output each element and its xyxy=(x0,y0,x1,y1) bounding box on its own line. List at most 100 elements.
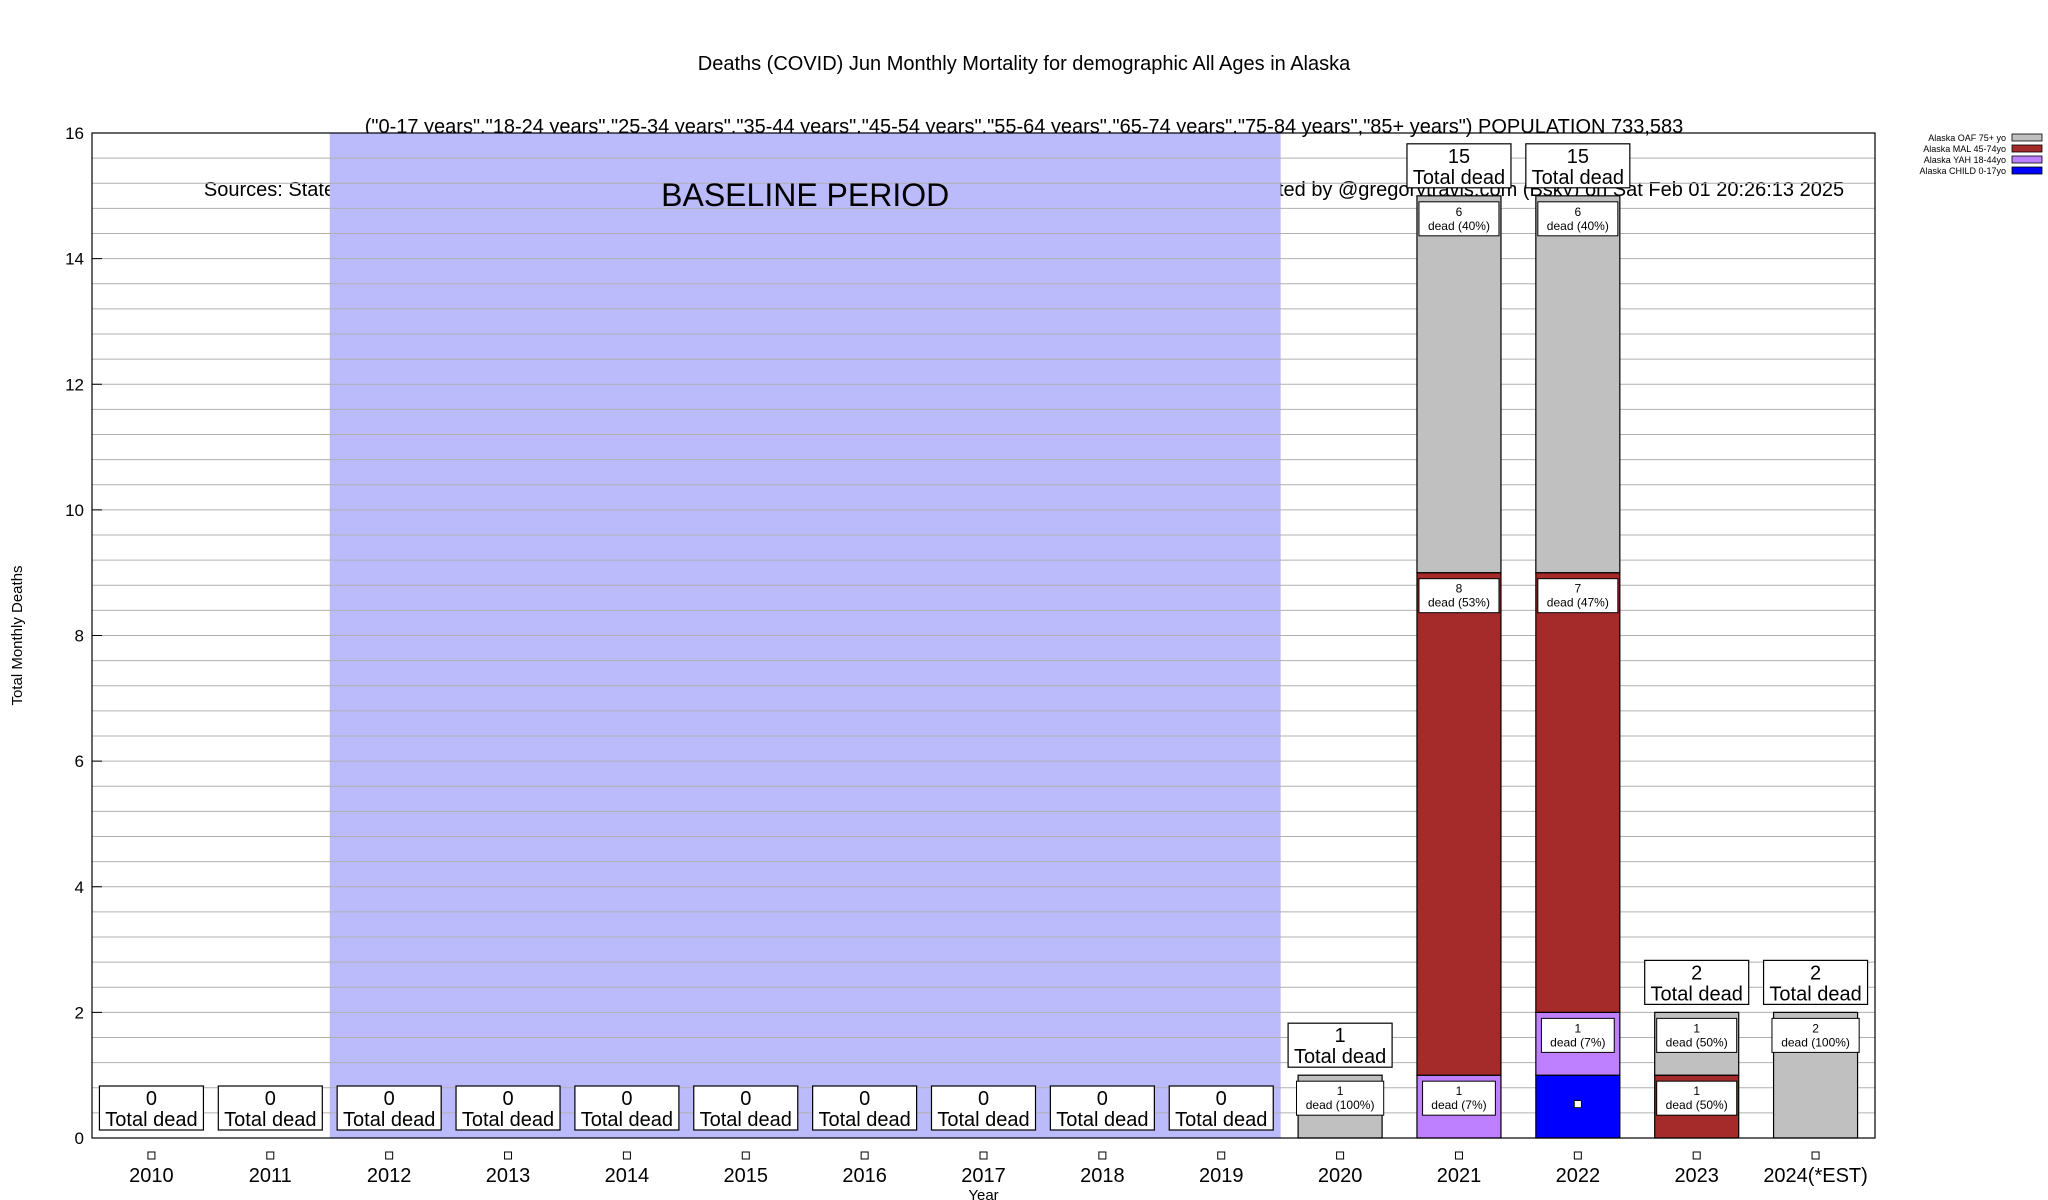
bar-segment xyxy=(1416,195,1502,574)
y-tick-label: 10 xyxy=(65,501,84,520)
y-tick-label: 4 xyxy=(75,878,84,897)
segment-label-count: 6 xyxy=(1574,205,1581,219)
total-label-count: 0 xyxy=(265,1088,276,1110)
total-label-box xyxy=(1049,1085,1155,1131)
segment-label-count: 1 xyxy=(1693,1084,1700,1098)
x-tick-marker xyxy=(504,1151,513,1160)
x-tick-label: 2012 xyxy=(367,1165,412,1187)
total-label-text: Total dead xyxy=(105,1109,197,1131)
x-tick-marker xyxy=(385,1151,394,1160)
x-tick-label: 2023 xyxy=(1674,1165,1719,1187)
segment-label-count: 7 xyxy=(1574,582,1581,596)
segment-label-percent: dead (7%) xyxy=(1550,1035,1605,1049)
total-label-count: 1 xyxy=(1335,1025,1346,1047)
total-label-count: 2 xyxy=(1810,962,1821,984)
y-tick-label: 6 xyxy=(75,752,84,771)
total-label-box xyxy=(693,1085,799,1131)
total-label-text: Total dead xyxy=(700,1109,792,1131)
segment-label-box xyxy=(1418,201,1500,237)
segment-label-box xyxy=(1422,1080,1496,1116)
x-tick-marker xyxy=(1454,1151,1463,1160)
x-tick-label: 2019 xyxy=(1199,1165,1244,1187)
x-tick-label: 2017 xyxy=(961,1165,1006,1187)
x-tick-label: 2021 xyxy=(1437,1165,1482,1187)
segment-label-box xyxy=(1771,1017,1860,1053)
segment-label-box xyxy=(1656,1080,1738,1116)
total-label-text: Total dead xyxy=(462,1109,554,1131)
segment-label-percent: dead (50%) xyxy=(1666,1035,1728,1049)
x-tick-marker xyxy=(1217,1151,1226,1160)
x-tick-label: 2013 xyxy=(486,1165,531,1187)
x-tick-marker xyxy=(147,1151,156,1160)
segment-label-box xyxy=(1537,578,1619,614)
segment-label-percent: dead (47%) xyxy=(1547,596,1609,610)
y-tick-label: 14 xyxy=(65,250,84,269)
total-label-count: 15 xyxy=(1448,146,1470,168)
plot-frame xyxy=(91,132,1876,1139)
y-tick-label: 2 xyxy=(75,1003,84,1022)
total-label-count: 2 xyxy=(1691,962,1702,984)
legend-swatch xyxy=(2011,144,2043,153)
segment-label-box xyxy=(1540,1017,1615,1053)
total-label-box xyxy=(812,1085,918,1131)
y-tick-label: 0 xyxy=(75,1129,84,1148)
x-tick-marker xyxy=(1098,1151,1107,1160)
x-tick-marker xyxy=(741,1151,750,1160)
x-tick-label: 2022 xyxy=(1556,1165,1601,1187)
bar-segment xyxy=(1535,572,1621,1013)
legend-label: Alaska MAL 45-74yo xyxy=(1923,144,2006,154)
segment-label-count: 1 xyxy=(1456,1084,1463,1098)
segment-label-count: 1 xyxy=(1574,1021,1581,1035)
legend-label: Alaska OAF 75+ yo xyxy=(1928,133,2006,143)
legend-swatch xyxy=(2011,166,2043,175)
total-label-count: 0 xyxy=(146,1088,157,1110)
segment-label-percent: dead (40%) xyxy=(1547,219,1609,233)
x-tick-marker xyxy=(622,1151,631,1160)
baseline-period-label: BASELINE PERIOD xyxy=(661,177,949,213)
segment-label-percent: dead (7%) xyxy=(1431,1098,1486,1112)
x-axis-title: Year xyxy=(968,1187,998,1200)
x-tick-label: 2015 xyxy=(724,1165,769,1187)
total-label-count: 0 xyxy=(1097,1088,1108,1110)
x-tick-label: 2011 xyxy=(249,1165,292,1187)
bar-segment xyxy=(1416,572,1502,1076)
legend-label: Alaska YAH 18-44yo xyxy=(1924,155,2006,165)
total-label-box xyxy=(1168,1085,1274,1131)
x-tick-marker xyxy=(1692,1151,1701,1160)
segment-label-count: 2 xyxy=(1812,1021,1819,1035)
legend-swatch xyxy=(2011,133,2043,142)
segment-label-box xyxy=(1656,1017,1738,1053)
segment-label-count: 1 xyxy=(1337,1084,1344,1098)
total-label-count: 0 xyxy=(740,1088,751,1110)
total-label-text: Total dead xyxy=(1651,983,1743,1005)
y-tick-label: 8 xyxy=(75,627,84,646)
x-tick-marker xyxy=(860,1151,869,1160)
legend-swatch xyxy=(2011,155,2043,164)
total-label-text: Total dead xyxy=(937,1109,1029,1131)
segment-label-percent: dead (100%) xyxy=(1306,1098,1375,1112)
chart-title: Deaths (COVID) Jun Monthly Mortality for… xyxy=(697,53,1351,75)
total-label-text: Total dead xyxy=(1769,983,1861,1005)
legend-label: Alaska CHILD 0-17yo xyxy=(1919,166,2006,176)
chart-subtitle: ("0-17 years","18-24 years","25-34 years… xyxy=(364,116,1684,138)
x-tick-label: 2016 xyxy=(842,1165,887,1187)
total-label-box xyxy=(1406,143,1512,189)
segment-label-count: 6 xyxy=(1456,205,1463,219)
total-label-box xyxy=(1525,143,1631,189)
total-label-text: Total dead xyxy=(1413,167,1505,189)
x-tick-marker xyxy=(266,1151,275,1160)
total-label-text: Total dead xyxy=(224,1109,316,1131)
y-tick-label: 12 xyxy=(65,375,84,394)
total-label-box xyxy=(1287,1022,1393,1068)
total-label-count: 0 xyxy=(859,1088,870,1110)
segment-label-box xyxy=(1537,201,1619,237)
segment-label-count: 8 xyxy=(1456,582,1463,596)
segment-label-box xyxy=(1418,578,1500,614)
x-tick-marker xyxy=(979,1151,988,1160)
total-label-box xyxy=(217,1085,323,1131)
bar-segment xyxy=(1535,195,1621,574)
total-label-count: 0 xyxy=(1216,1088,1227,1110)
total-label-box xyxy=(98,1085,205,1131)
total-label-text: Total dead xyxy=(1056,1109,1148,1131)
x-tick-label: 2010 xyxy=(129,1165,174,1187)
